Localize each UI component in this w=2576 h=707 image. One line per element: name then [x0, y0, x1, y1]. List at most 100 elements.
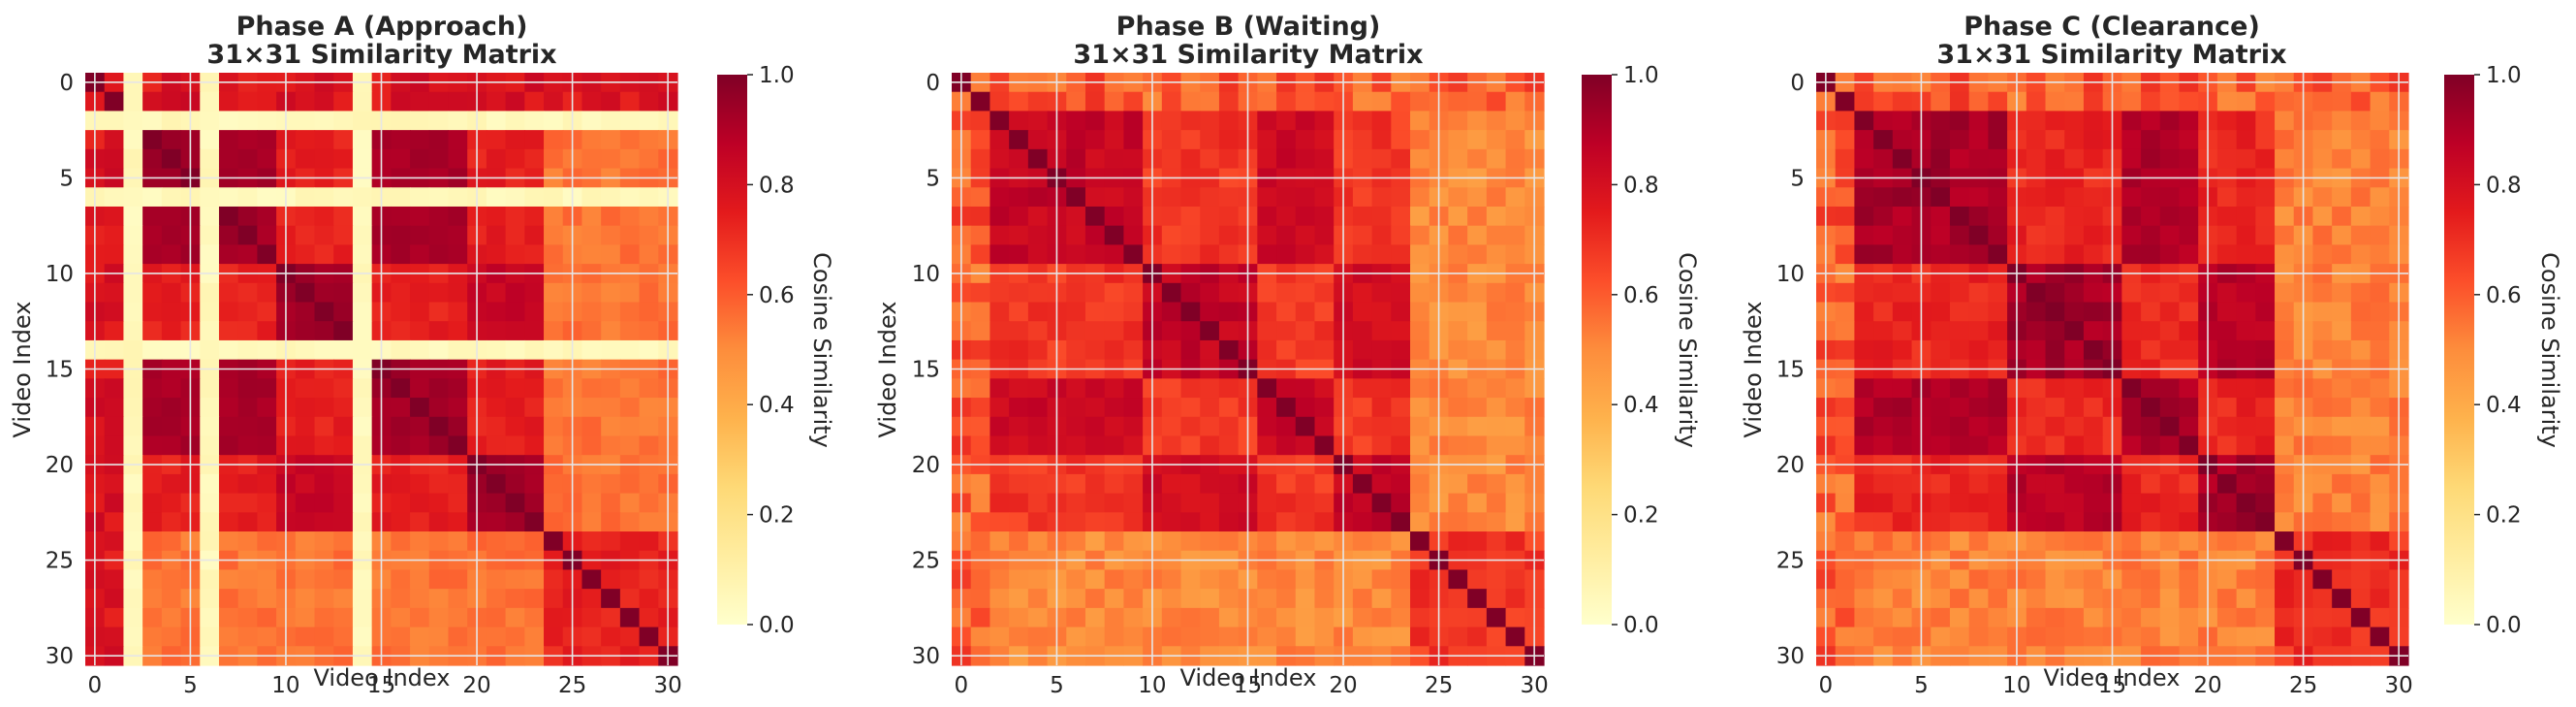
heatmap-cell	[619, 378, 641, 399]
heatmap-cell	[237, 435, 258, 456]
heatmap-cell	[601, 512, 621, 532]
heatmap-cell	[2179, 282, 2199, 304]
heatmap-cell	[1949, 589, 1970, 609]
heatmap-cell	[990, 473, 1010, 495]
heatmap-cell	[1066, 130, 1086, 150]
heatmap-cell	[218, 148, 239, 170]
heatmap-cell	[218, 321, 239, 341]
heatmap-cell	[2026, 187, 2047, 208]
heatmap-cell	[1835, 244, 1856, 265]
heatmap-cell	[1295, 111, 1316, 131]
heatmap-cell	[142, 531, 163, 552]
heatmap-cell	[1218, 435, 1240, 456]
heatmap-cell	[123, 187, 143, 208]
heatmap-cell	[1448, 531, 1468, 552]
heatmap-cell	[1892, 282, 1913, 304]
heatmap-cell	[1352, 225, 1373, 245]
heatmap-cell	[333, 512, 354, 532]
heatmap-cell	[1968, 398, 1989, 418]
heatmap-cell	[544, 416, 564, 437]
heatmap-cell	[1180, 607, 1201, 628]
heatmap-cell	[1295, 435, 1316, 456]
heatmap-cell	[2179, 244, 2199, 265]
heatmap-cell	[295, 187, 316, 208]
heatmap-cell	[1257, 148, 1277, 170]
heatmap-cell	[1295, 589, 1316, 609]
heatmap-cell	[1968, 148, 1989, 170]
heatmap-cell	[1892, 206, 1913, 227]
heatmap-cell	[1931, 148, 1951, 170]
heatmap-cell	[1892, 473, 1913, 495]
heatmap-cell	[486, 435, 507, 456]
heatmap-cell	[352, 225, 373, 245]
heatmap-cell	[601, 339, 621, 361]
heatmap-cell	[1257, 607, 1277, 628]
heatmap-cell	[639, 111, 659, 131]
heatmap-cell	[410, 225, 430, 245]
heatmap-cell	[2275, 378, 2295, 399]
heatmap-cell	[1486, 378, 1507, 399]
heatmap-cell	[2255, 435, 2276, 456]
heatmap-cell	[601, 473, 621, 495]
heatmap-cell	[218, 302, 239, 322]
heatmap-cell	[1066, 531, 1086, 552]
heatmap-cell	[524, 321, 545, 341]
heatmap-cell	[505, 607, 525, 628]
heatmap-cell	[2370, 206, 2390, 227]
heatmap-cell	[2236, 91, 2256, 112]
x-tick-label: 25	[558, 673, 586, 698]
heatmap-cell	[2275, 493, 2295, 513]
heatmap-cell	[1486, 531, 1507, 552]
heatmap-cell	[1391, 378, 1411, 399]
heatmap-cell	[2236, 512, 2256, 532]
heatmap-cell	[142, 512, 163, 532]
heatmap-cell	[428, 339, 450, 361]
heatmap-cell	[1892, 512, 1913, 532]
heatmap-cell	[1200, 130, 1220, 150]
heatmap-cell	[1009, 111, 1029, 131]
heatmap-cell	[1352, 569, 1373, 590]
heatmap-cell	[2141, 589, 2161, 609]
heatmap-cell	[1448, 378, 1468, 399]
heatmap-cell	[391, 531, 411, 552]
heatmap-cell	[486, 569, 507, 590]
heatmap-cell	[619, 187, 641, 208]
heatmap-cell	[237, 473, 258, 495]
heatmap-cell	[990, 302, 1010, 322]
heatmap-cell	[218, 339, 239, 361]
heatmap-cell	[1486, 282, 1507, 304]
heatmap-cell	[970, 130, 991, 150]
heatmap-cell	[410, 302, 430, 322]
heatmap-cell	[104, 398, 125, 418]
heatmap-cell	[1200, 339, 1220, 361]
heatmap-cell	[1027, 416, 1049, 437]
heatmap-cell	[2026, 607, 2047, 628]
heatmap-cell	[1066, 569, 1086, 590]
heatmap-cell	[257, 302, 277, 322]
heatmap-cell	[1873, 398, 1894, 418]
heatmap-cell	[2332, 91, 2352, 112]
heatmap-cell	[448, 589, 468, 609]
heatmap-cell	[333, 225, 354, 245]
heatmap-cell	[448, 378, 468, 399]
heatmap-cell	[391, 473, 411, 495]
heatmap-cell	[1161, 225, 1182, 245]
heatmap-cell	[486, 148, 507, 170]
heatmap-cell	[314, 339, 334, 361]
heatmap-cell	[237, 589, 258, 609]
heatmap-cell	[410, 148, 430, 170]
heatmap-cell	[524, 339, 545, 361]
heatmap-cell	[1084, 589, 1106, 609]
heatmap-cell	[1873, 130, 1894, 150]
heatmap-cell	[1200, 225, 1220, 245]
heatmap-cell	[2045, 148, 2065, 170]
heatmap-cell	[218, 416, 239, 437]
heatmap-cell	[601, 187, 621, 208]
heatmap-cell	[1371, 111, 1392, 131]
x-tick-label: 10	[2002, 673, 2030, 698]
heatmap-cell	[1835, 302, 1856, 322]
heatmap-cell	[1467, 302, 1488, 322]
heatmap-cell	[237, 244, 258, 265]
heatmap-cell	[200, 339, 220, 361]
heatmap-cell	[391, 321, 411, 341]
